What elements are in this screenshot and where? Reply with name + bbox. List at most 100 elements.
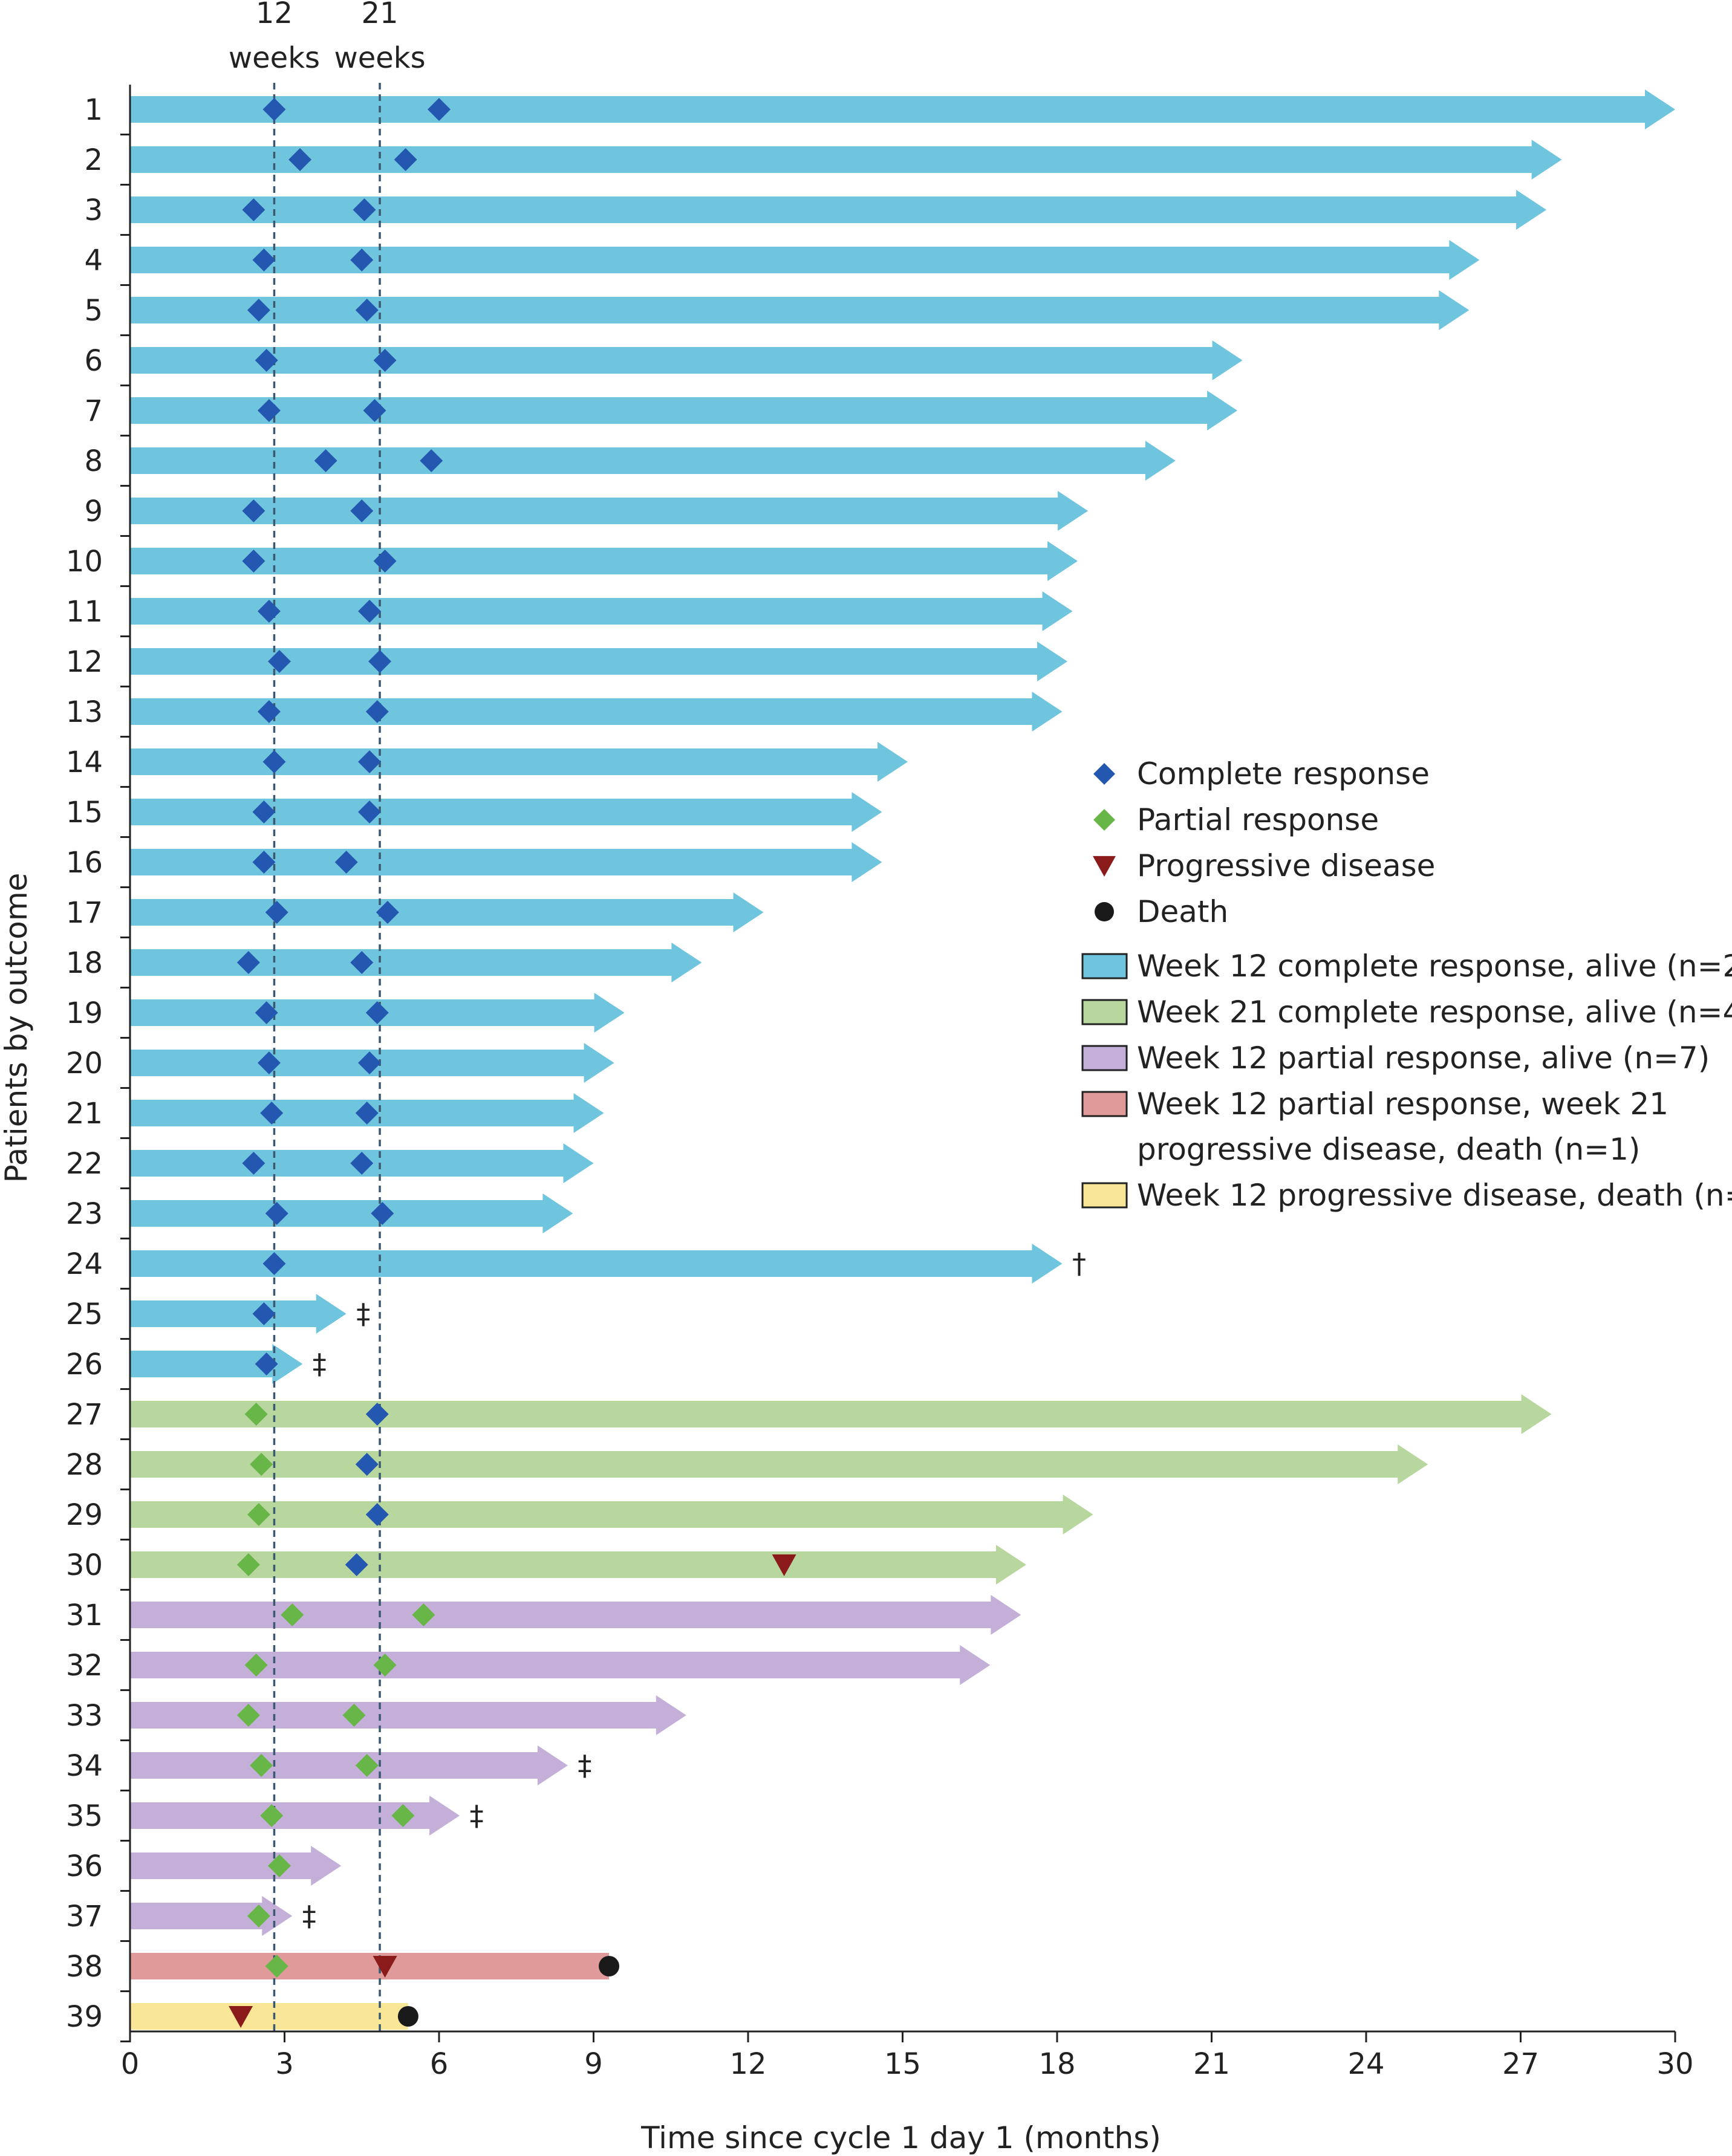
marker-p20-1 bbox=[257, 1051, 281, 1074]
marker-p38-2 bbox=[373, 1956, 397, 1978]
marker-p17-2 bbox=[376, 901, 399, 924]
patient-label-27: 27 bbox=[66, 1398, 103, 1432]
marker-p37-1 bbox=[247, 1904, 270, 1927]
patient-bar-31 bbox=[130, 1595, 1021, 1635]
patient-bar-34 bbox=[130, 1745, 568, 1785]
x-tick-label-21: 21 bbox=[1193, 2047, 1230, 2081]
marker-p4-2 bbox=[350, 248, 374, 271]
legend-label-2: Progressive disease bbox=[1137, 848, 1435, 883]
y-axis-title: Patients by outcome bbox=[0, 873, 34, 1183]
x-tick-label-6: 6 bbox=[430, 2047, 449, 2081]
marker-p9-1 bbox=[242, 499, 265, 522]
patient-bar-3 bbox=[130, 190, 1547, 230]
legend-label-0: Complete response bbox=[1137, 756, 1430, 791]
marker-p7-1 bbox=[257, 399, 281, 422]
marker-p18-2 bbox=[350, 951, 374, 974]
marker-p3-1 bbox=[242, 198, 265, 221]
patient-label-16: 16 bbox=[66, 846, 103, 880]
legend-label-7-line2: progressive disease, death (n=1) bbox=[1137, 1132, 1640, 1167]
response-markers bbox=[229, 98, 796, 2028]
legend-deathicon bbox=[1095, 902, 1114, 921]
marker-p38-1 bbox=[265, 1955, 288, 1978]
patient-label-8: 8 bbox=[84, 444, 103, 478]
marker-p20-2 bbox=[358, 1051, 382, 1074]
patient-label-6: 6 bbox=[84, 344, 103, 378]
patient-bar-16 bbox=[130, 842, 882, 882]
patient-label-21: 21 bbox=[66, 1097, 103, 1131]
x-tick-label-27: 27 bbox=[1502, 2047, 1539, 2081]
patient-label-29: 29 bbox=[66, 1498, 103, 1532]
patient-label-13: 13 bbox=[66, 695, 103, 729]
patient-bar-4 bbox=[130, 240, 1480, 280]
marker-p14-2 bbox=[358, 750, 382, 773]
patient-bar-15 bbox=[130, 792, 882, 832]
patient-label-9: 9 bbox=[84, 495, 103, 528]
patient-label-22: 22 bbox=[66, 1147, 103, 1181]
marker-p33-1 bbox=[236, 1704, 260, 1727]
patient-label-24: 24 bbox=[66, 1247, 103, 1281]
marker-p6-1 bbox=[255, 349, 278, 372]
marker-p22-2 bbox=[350, 1152, 374, 1175]
legend-label-8: Week 12 progressive disease, death (n=1) bbox=[1137, 1178, 1732, 1213]
patient-bars bbox=[130, 89, 1675, 2030]
patient-bar-29 bbox=[130, 1495, 1093, 1534]
legend-swatch-6 bbox=[1081, 1045, 1128, 1071]
patient-label-23: 23 bbox=[66, 1197, 103, 1231]
marker-p15-1 bbox=[252, 800, 276, 823]
footnote-mark-34: ‡ bbox=[578, 1749, 591, 1782]
marker-p26-1 bbox=[255, 1352, 278, 1375]
marker-p10-2 bbox=[373, 550, 397, 573]
patient-labels: †‡‡‡‡‡1234567891011121314151617181920212… bbox=[66, 93, 1086, 2034]
patient-bar-32 bbox=[130, 1645, 991, 1685]
week21-label-number: 21 bbox=[362, 0, 399, 30]
patient-label-18: 18 bbox=[66, 946, 103, 980]
patient-label-4: 4 bbox=[84, 244, 103, 278]
reference-line-labels: 12 weeks 21 weeks bbox=[229, 0, 426, 75]
marker-p32-1 bbox=[244, 1654, 268, 1677]
marker-p2-1 bbox=[288, 148, 312, 171]
patient-bar-38 bbox=[130, 1953, 610, 1979]
legend-progressive-diseaseicon bbox=[1093, 856, 1116, 877]
marker-p4-1 bbox=[252, 248, 276, 271]
patient-bar-14 bbox=[130, 742, 908, 782]
legend-label-3: Death bbox=[1137, 894, 1228, 929]
marker-p6-2 bbox=[373, 349, 397, 372]
marker-p28-1 bbox=[250, 1453, 273, 1476]
legend-swatch-5 bbox=[1081, 999, 1128, 1025]
footnote-mark-25: ‡ bbox=[356, 1297, 370, 1330]
marker-p39-2 bbox=[397, 2006, 418, 2027]
week12-label-weeks: weeks bbox=[229, 41, 320, 75]
patient-label-20: 20 bbox=[66, 1047, 103, 1080]
marker-p16-1 bbox=[252, 851, 276, 874]
marker-p19-1 bbox=[255, 1001, 278, 1024]
marker-p8-1 bbox=[314, 449, 337, 472]
footnote-mark-37: ‡ bbox=[302, 1900, 316, 1932]
marker-p17-1 bbox=[265, 901, 288, 924]
marker-p11-2 bbox=[358, 600, 382, 623]
patient-label-37: 37 bbox=[66, 1900, 103, 1934]
marker-p5-2 bbox=[355, 299, 379, 322]
marker-p21-2 bbox=[355, 1102, 379, 1125]
marker-p24-1 bbox=[262, 1252, 286, 1275]
marker-p11-1 bbox=[257, 600, 281, 623]
patient-label-2: 2 bbox=[84, 143, 103, 177]
marker-p30-1 bbox=[236, 1553, 260, 1576]
marker-p12-1 bbox=[267, 650, 291, 673]
footnote-mark-35: ‡ bbox=[470, 1799, 484, 1832]
legend: Complete response Partial response Progres… bbox=[1081, 756, 1732, 1213]
patient-bar-37 bbox=[130, 1896, 293, 1936]
patient-label-31: 31 bbox=[66, 1599, 103, 1632]
patient-bar-9 bbox=[130, 491, 1089, 531]
patient-label-28: 28 bbox=[66, 1448, 103, 1482]
patient-bar-39 bbox=[130, 2003, 408, 2030]
x-tick-label-12: 12 bbox=[729, 2047, 766, 2081]
marker-p10-1 bbox=[242, 550, 265, 573]
patient-bar-17 bbox=[130, 892, 764, 932]
patient-label-12: 12 bbox=[66, 645, 103, 679]
marker-p27-1 bbox=[244, 1403, 268, 1426]
patient-label-11: 11 bbox=[66, 595, 103, 629]
x-tick-label-3: 3 bbox=[275, 2047, 294, 2081]
marker-p16-2 bbox=[334, 851, 358, 874]
patient-bar-24 bbox=[130, 1244, 1063, 1284]
